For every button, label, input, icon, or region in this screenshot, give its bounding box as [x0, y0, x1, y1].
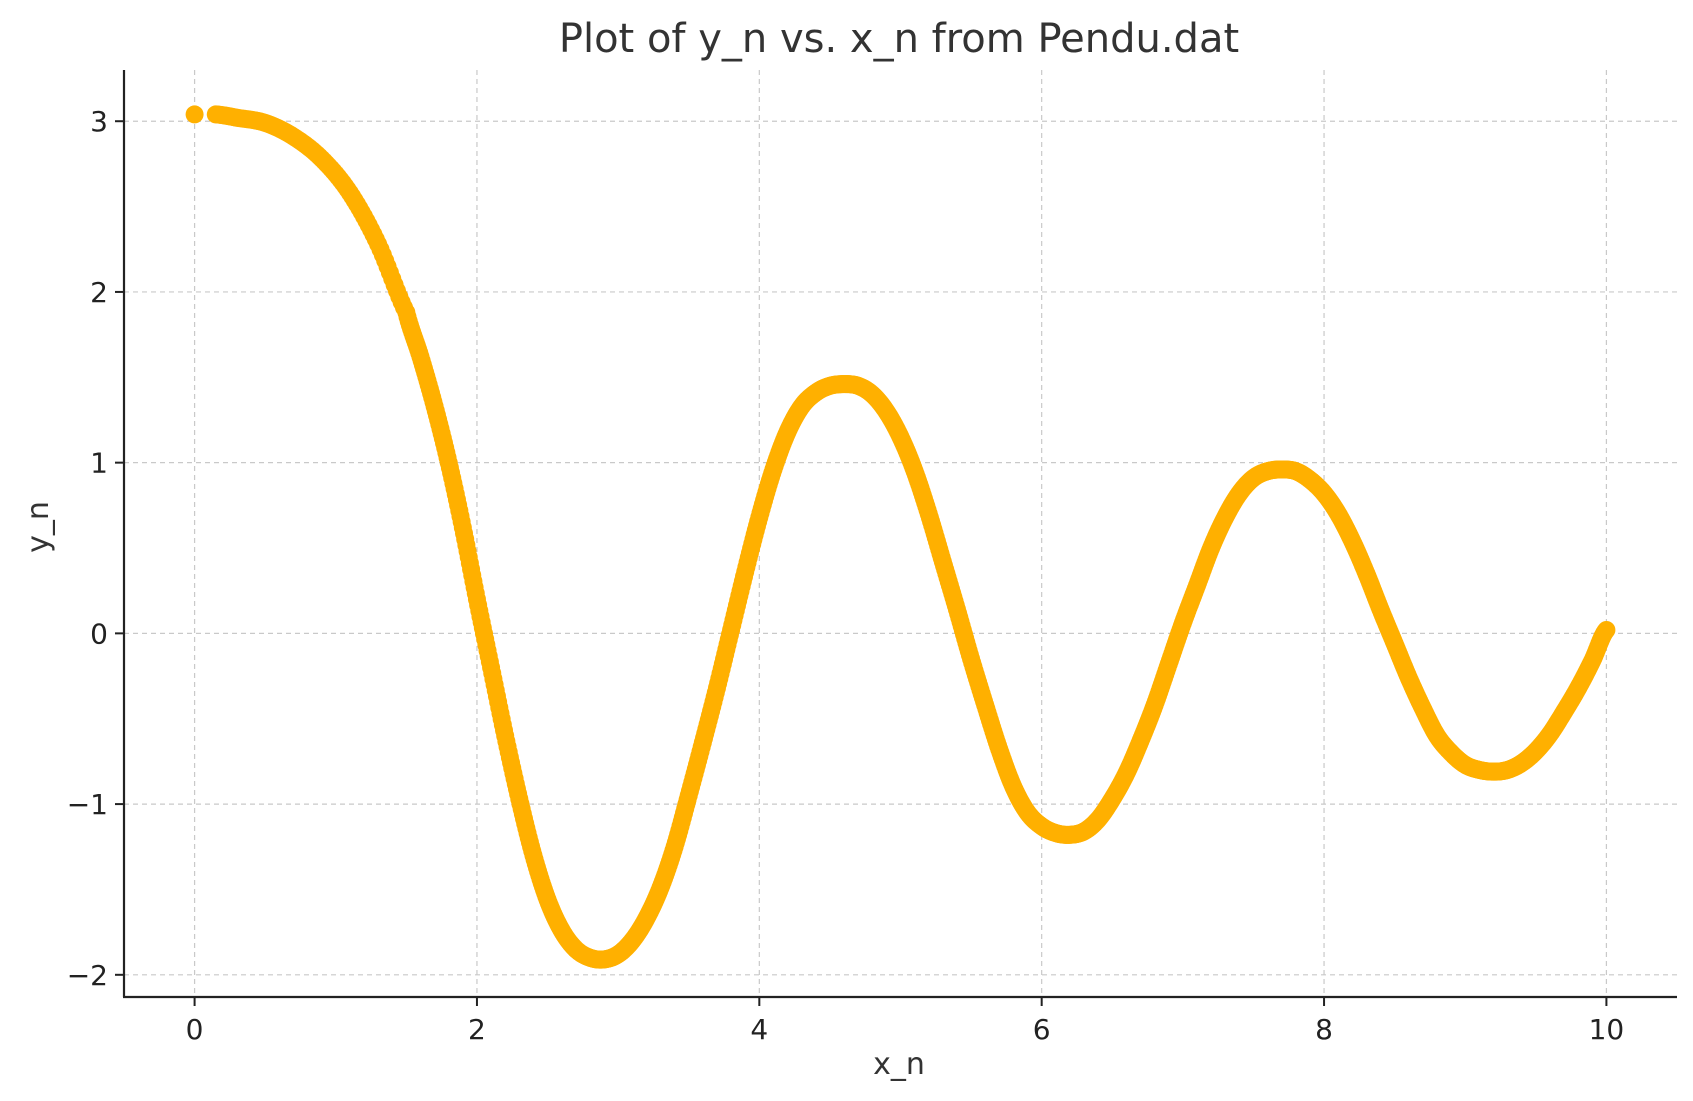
x-tick-label: 4 [750, 1013, 768, 1046]
data-point [1597, 620, 1616, 639]
x-tick-label: 0 [186, 1013, 204, 1046]
series-markers [185, 105, 1616, 969]
y-tick-label: 3 [90, 105, 108, 138]
y-axis-label: y_n [21, 501, 56, 553]
y-tick-label: 2 [90, 276, 108, 309]
axes [122, 70, 1677, 999]
ticks: 0 2 4 6 8 10 −2 −1 0 1 2 3 [67, 105, 1625, 1046]
x-tick-label: 6 [1033, 1013, 1051, 1046]
chart-title: Plot of y_n vs. x_n from Pendu.dat [559, 16, 1239, 62]
x-tick-label: 10 [1589, 1013, 1625, 1046]
y-tick-label: 1 [90, 447, 108, 480]
x-axis-label: x_n [873, 1047, 925, 1082]
x-tick-label: 8 [1315, 1013, 1333, 1046]
data-point [185, 105, 204, 124]
x-tick-label: 2 [468, 1013, 486, 1046]
y-tick-label: −1 [67, 788, 108, 821]
y-tick-label: 0 [90, 617, 108, 650]
y-tick-label: −2 [67, 959, 108, 992]
grid [124, 70, 1677, 997]
